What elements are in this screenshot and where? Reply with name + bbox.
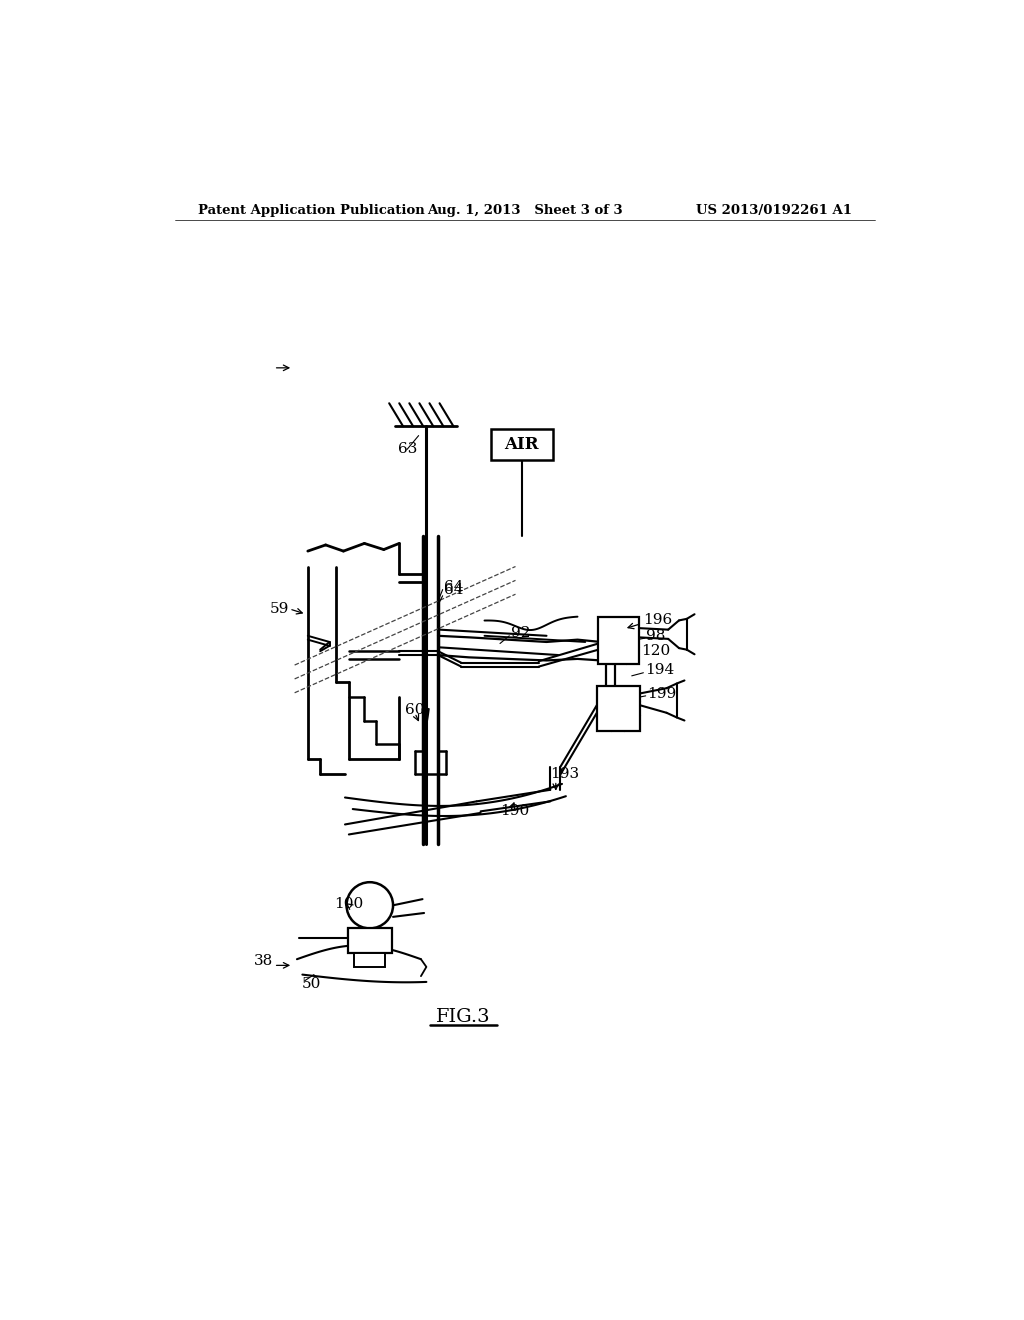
Circle shape [346, 882, 393, 928]
Text: US 2013/0192261 A1: US 2013/0192261 A1 [696, 205, 852, 218]
Text: 63: 63 [397, 442, 417, 457]
Bar [348, 928, 391, 953]
Text: 60: 60 [406, 704, 425, 718]
Text: AIR: AIR [505, 437, 539, 453]
Text: 98: 98 [646, 628, 665, 643]
Bar [598, 616, 639, 664]
Text: 120: 120 [641, 644, 671, 659]
Text: 190: 190 [500, 804, 529, 817]
Text: 64: 64 [444, 582, 464, 597]
Text: 194: 194 [645, 664, 674, 677]
Text: 50: 50 [302, 977, 321, 991]
Text: Patent Application Publication: Patent Application Publication [198, 205, 425, 218]
Text: 64: 64 [444, 581, 464, 594]
Text: 59: 59 [270, 602, 289, 616]
Text: 193: 193 [550, 767, 580, 781]
Text: 38: 38 [254, 954, 273, 968]
Text: Aug. 1, 2013   Sheet 3 of 3: Aug. 1, 2013 Sheet 3 of 3 [427, 205, 623, 218]
Text: FIG.3: FIG.3 [435, 1008, 490, 1026]
Bar [490, 429, 553, 461]
Text: 92: 92 [511, 627, 530, 640]
Text: 196: 196 [643, 614, 673, 627]
Text: 100: 100 [334, 896, 364, 911]
Text: 199: 199 [647, 686, 677, 701]
Bar [597, 686, 640, 730]
Bar [354, 953, 385, 966]
